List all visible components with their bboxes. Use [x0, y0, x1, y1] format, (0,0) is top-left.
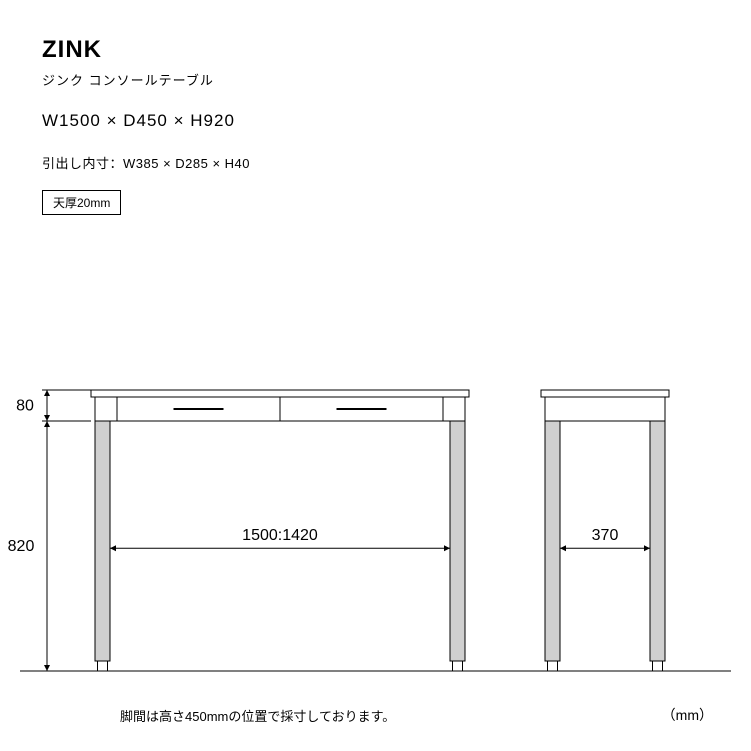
drawing-svg: 80 820 1500:1420 370 [0, 380, 751, 710]
product-subtitle: ジンク コンソールテーブル [42, 70, 250, 89]
footnote: 脚間は高さ450mmの位置で採寸しております。 [120, 706, 395, 725]
product-dimensions: W1500 × D450 × H920 [42, 111, 250, 131]
unit-label: （mm） [662, 705, 713, 725]
svg-text:1500:1420: 1500:1420 [242, 527, 318, 544]
svg-text:370: 370 [592, 527, 619, 544]
svg-text:80: 80 [16, 398, 34, 415]
technical-drawing: 80 820 1500:1420 370 [0, 380, 751, 710]
header: ZINK ジンク コンソールテーブル W1500 × D450 × H920 引… [42, 36, 250, 215]
svg-text:820: 820 [8, 538, 35, 555]
product-title: ZINK [42, 36, 250, 64]
drawer-dimensions: 引出し内寸：W385 × D285 × H40 [42, 153, 250, 172]
thickness-badge: 天厚20mm [42, 190, 121, 215]
